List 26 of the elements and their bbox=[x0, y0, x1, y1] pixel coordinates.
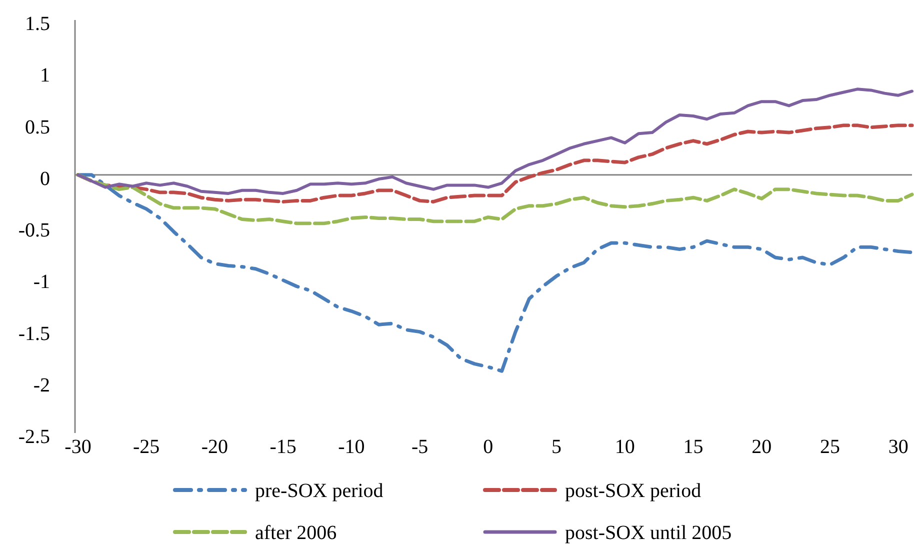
x-tick-label: 5 bbox=[552, 436, 562, 458]
x-tick-label: -5 bbox=[411, 436, 428, 458]
legend-label: after 2006 bbox=[255, 522, 337, 544]
y-tick-label: 1 bbox=[40, 64, 50, 87]
y-tick-label: -0.5 bbox=[18, 220, 50, 242]
x-tick-label: 20 bbox=[752, 436, 772, 458]
y-tick-label: -2 bbox=[33, 374, 50, 396]
y-tick-label: -2.5 bbox=[18, 426, 50, 448]
x-tick-label: 30 bbox=[888, 436, 908, 458]
y-tick-label: 1.5 bbox=[25, 13, 50, 35]
y-tick-label: -1 bbox=[33, 271, 50, 294]
y-tick-label: 0.5 bbox=[25, 116, 50, 138]
legend-label: post-SOX until 2005 bbox=[565, 522, 732, 544]
x-tick-label: -10 bbox=[338, 436, 365, 458]
x-tick-label: 10 bbox=[614, 436, 635, 458]
y-tick-label: -1.5 bbox=[18, 322, 50, 345]
x-tick-label: 15 bbox=[683, 436, 704, 458]
y-tick-label: 0 bbox=[40, 168, 50, 190]
x-tick-label: -30 bbox=[64, 436, 92, 458]
x-tick-label: -20 bbox=[201, 436, 228, 458]
x-tick-label: -25 bbox=[133, 436, 160, 458]
legend-label: post-SOX period bbox=[565, 480, 702, 502]
x-tick-label: 25 bbox=[820, 436, 840, 458]
x-tick-label: -15 bbox=[270, 436, 296, 458]
x-tick-label: 0 bbox=[483, 436, 494, 458]
legend-label: pre-SOX period bbox=[255, 480, 384, 502]
